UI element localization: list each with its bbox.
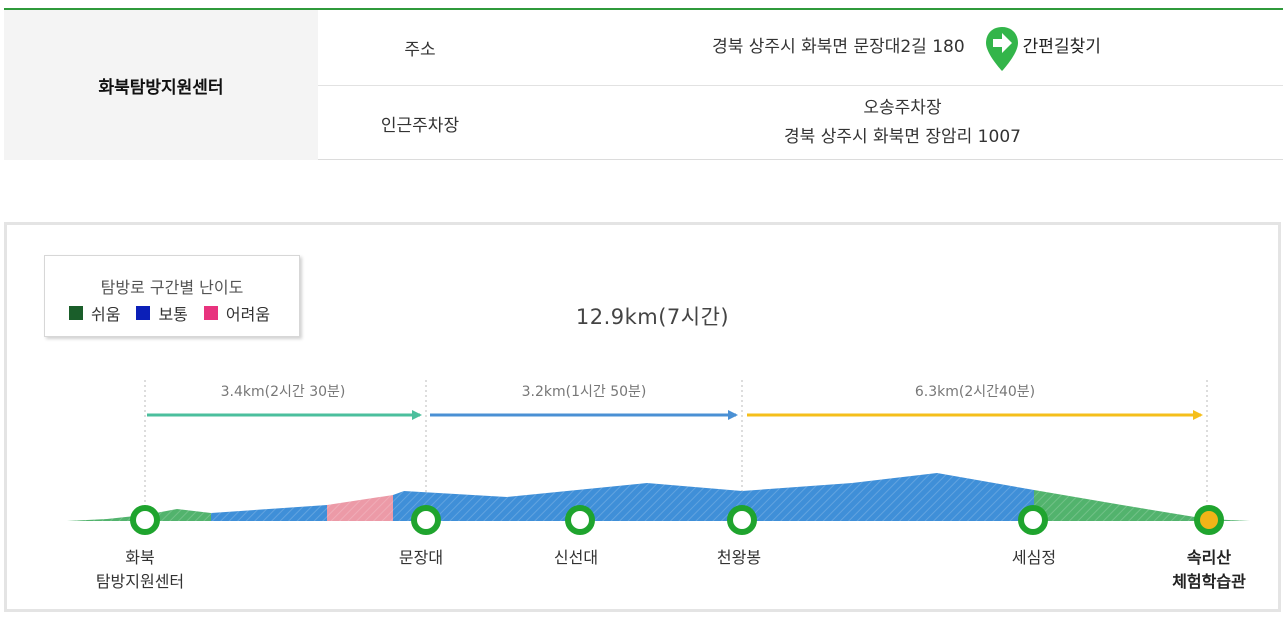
legend-item-hard: 어려움 [203,301,271,325]
stop-marker-6 [1194,505,1224,535]
stop-label-2: 문장대 [399,548,443,567]
directions-link[interactable]: 간편길찾기 [983,23,1101,73]
stop-label-5: 세심정 [1012,548,1056,567]
address-value-cell: 경북 상주시 화북면 문장대2길 180 간편길찾기 [522,23,1283,73]
parking-address: 경북 상주시 화북면 장암리 1007 [784,127,1021,147]
stop-label-3: 신선대 [554,548,598,567]
segment-label-3: 6.3km(2시간40분) [915,384,1035,400]
legend-label-normal: 보통 [158,305,188,324]
map-pin-arrow-icon [985,26,1018,71]
stop-label-6b: 체험학습관 [1172,572,1246,591]
stop-label-6a: 속리산 [1187,548,1231,567]
parking-row: 인근주차장 오송주차장 경북 상주시 화북면 장암리 1007 [318,86,1283,160]
center-name: 화북탐방지원센터 [4,10,318,160]
stop-marker-2 [411,505,441,535]
segment-label-1: 3.4km(2시간 30분) [221,384,346,400]
address-value: 경북 상주시 화북면 문장대2길 180 [712,37,965,57]
legend-item-easy: 쉬움 [69,301,120,325]
total-distance-time: 12.9km(7시간) [575,305,730,329]
directions-label: 간편길찾기 [1022,37,1101,57]
elevation-profile [67,473,1250,521]
legend-label-easy: 쉬움 [91,305,121,324]
difficulty-legend: 탐방로 구간별 난이도 쉬움 보통 어려움 [44,255,300,337]
address-row: 주소 경북 상주시 화북면 문장대2길 180 간편길찾기 [318,10,1283,86]
legend-title: 탐방로 구간별 난이도 [100,278,244,297]
stop-marker-5 [1018,505,1048,535]
normal-swatch [136,306,151,320]
parking-label: 인근주차장 [380,115,460,136]
course-difficulty-diagram: 탐방로 구간별 난이도 쉬움 보통 어려움 12.9km(7시간) [4,222,1281,612]
guide-lines [144,380,1208,507]
legend-label-hard: 어려움 [225,305,271,324]
address-label: 주소 [404,40,436,60]
course-profile-svg: 3.4km(2시간 30분) 3.2km(1시간 50분) 6.3km(2시간4… [67,380,1250,591]
stop-marker-3 [565,505,595,535]
hard-swatch [203,306,218,320]
easy-swatch [69,306,83,320]
legend-items: 쉬움 보통 어려움 [69,301,270,325]
segment-label-2: 3.2km(1시간 50분) [522,384,647,400]
course-stops [130,505,1224,535]
profile-hatch [67,473,1250,521]
parking-name: 오송주차장 [863,98,942,118]
stop-label-4: 천왕봉 [717,548,761,567]
legend-item-normal: 보통 [136,301,188,325]
stop-marker-4 [727,505,757,535]
stop-label-1a: 화북 [125,548,154,567]
stop-label-1b: 탐방지원센터 [96,572,184,591]
stop-marker-1 [130,505,160,535]
address-line: 경북 상주시 화북면 문장대2길 180 간편길찾기 [712,23,1101,73]
parking-value-cell: 오송주차장 경북 상주시 화북면 장암리 1007 [522,94,1283,152]
trailhead-info-table: 화북탐방지원센터 주소 경북 상주시 화북면 문장대2길 180 간편길찾기 인… [4,8,1283,160]
